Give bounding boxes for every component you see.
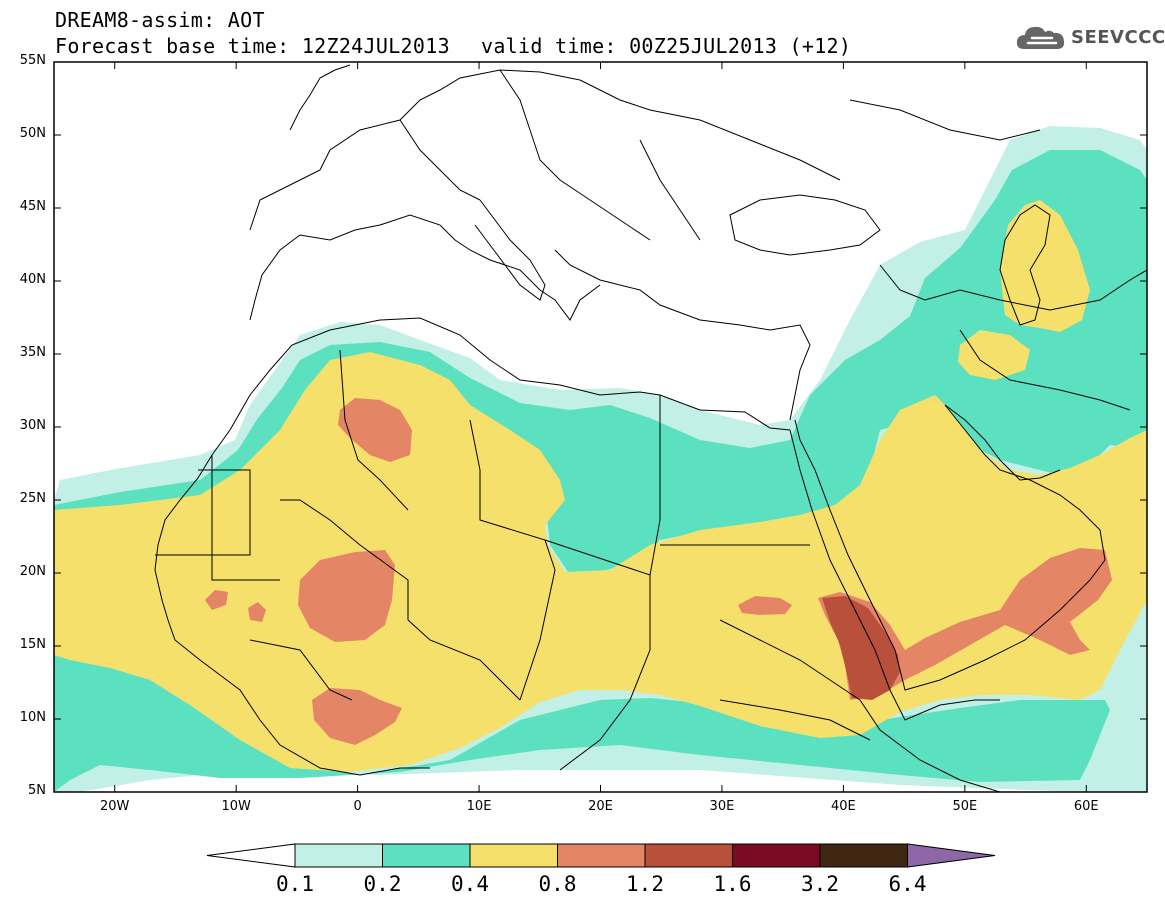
lon-label: 10E bbox=[466, 799, 492, 814]
colorbar-cell bbox=[732, 843, 821, 868]
colorbar-level-label: 0.1 bbox=[276, 872, 314, 896]
lon-label: 50E bbox=[952, 799, 978, 814]
colorbar-cell bbox=[819, 843, 908, 868]
lat-label: 25N bbox=[19, 491, 46, 506]
valid-time: valid time: 00Z25JUL2013 (+12) bbox=[481, 34, 852, 58]
colorbar-level-label: 1.6 bbox=[713, 872, 752, 896]
aot-patch-nigeria bbox=[312, 688, 402, 745]
colorbar-level-label: 0.4 bbox=[451, 872, 489, 896]
coastlines-borders bbox=[154, 64, 1147, 792]
aot-patch-mali bbox=[298, 550, 395, 642]
lat-label: 20N bbox=[19, 564, 46, 579]
aot-patch-algeria bbox=[338, 398, 412, 462]
colorbar-cell bbox=[382, 843, 471, 868]
colorbar-level-label: 0.8 bbox=[538, 872, 577, 896]
colorbar-level-label: 0.2 bbox=[363, 872, 402, 896]
colorbar-cell bbox=[294, 843, 383, 868]
lon-label: 30E bbox=[709, 799, 735, 814]
seevccc-logo: SEEVCCC bbox=[1016, 23, 1165, 51]
lat-label: 45N bbox=[19, 199, 46, 214]
lat-label: 10N bbox=[19, 710, 46, 725]
aot-patch-sudan bbox=[738, 596, 792, 615]
aot-patch-caspian bbox=[1000, 200, 1090, 332]
map-title: DREAM8-assim: AOT bbox=[55, 8, 265, 32]
lon-label: 60E bbox=[1073, 799, 1099, 814]
lat-label: 55N bbox=[19, 53, 46, 68]
lon-label: 40E bbox=[830, 799, 856, 814]
cloud-icon bbox=[1016, 26, 1065, 49]
aot-fields bbox=[54, 126, 1147, 792]
colorbar-level-label: 6.4 bbox=[888, 872, 927, 896]
colorbar-arrow-low bbox=[206, 843, 296, 868]
colorbar-arrow-high bbox=[907, 843, 996, 868]
aot-band-0.2 bbox=[54, 150, 1147, 792]
lat-label: 50N bbox=[19, 126, 46, 141]
lat-label: 40N bbox=[19, 272, 46, 287]
colorbar-cell bbox=[469, 843, 558, 868]
colorbar-cell bbox=[557, 843, 646, 868]
lat-label: 30N bbox=[19, 418, 46, 433]
aot-patch-iran bbox=[958, 330, 1030, 380]
forecast-base-time: Forecast base time: 12Z24JUL2013 bbox=[55, 34, 450, 58]
lon-label: 0 bbox=[353, 799, 362, 814]
lat-label: 35N bbox=[19, 345, 46, 360]
lon-label: 10W bbox=[221, 799, 251, 814]
aot-patch-mauritania-a bbox=[205, 590, 228, 610]
axis-ticks bbox=[54, 61, 1147, 793]
colorbar-level-label: 1.2 bbox=[626, 872, 664, 896]
lat-label: 5N bbox=[28, 783, 46, 798]
lon-label: 20E bbox=[588, 799, 613, 814]
lon-label: 20W bbox=[100, 799, 130, 814]
aot-patch-red-sea bbox=[822, 596, 900, 700]
logo-text: SEEVCCC bbox=[1071, 26, 1165, 48]
colorbar-cell bbox=[644, 843, 733, 868]
aot-patch-mauritania-b bbox=[248, 602, 266, 622]
colorbar-level-label: 3.2 bbox=[801, 872, 839, 896]
lat-label: 15N bbox=[19, 637, 46, 652]
